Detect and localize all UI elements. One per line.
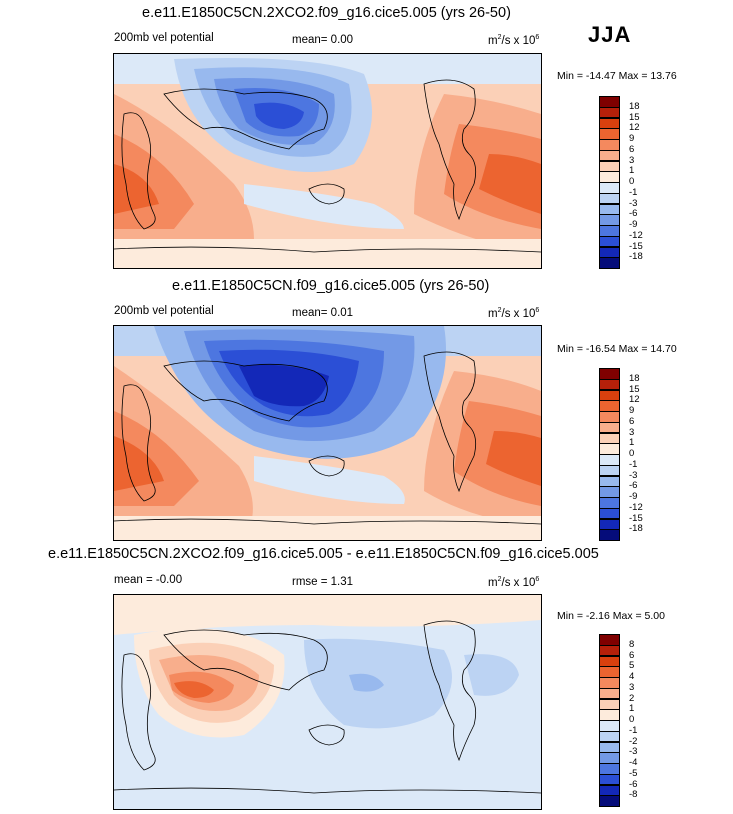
colorbar-level-label: -18	[629, 251, 643, 263]
colorbar-level-label: -12	[629, 501, 643, 513]
colorbar-level-label: 1	[629, 703, 635, 715]
colorbar-level-label: 6	[629, 415, 635, 427]
panel1-minmax: Min = -14.47 Max = 13.76	[557, 70, 677, 82]
colorbar-level-label: -5	[629, 767, 638, 779]
colorbar-level-label: 6	[629, 143, 635, 155]
panel1-title: e.e11.E1850C5CN.2XCO2.f09_g16.cice5.005 …	[142, 5, 511, 21]
colorbar-level-label: -15	[629, 512, 643, 524]
panel3-rmse: rmse = 1.31	[292, 576, 354, 588]
colorbar-level-label: 2	[629, 692, 635, 704]
colorbar-level-label: 3	[629, 154, 635, 166]
panel3-minmax: Min = -2.16 Max = 5.00	[557, 610, 665, 622]
colorbar-level-label: 0	[629, 448, 635, 459]
colorbar-level-label: 12	[629, 394, 640, 406]
panel1-mean: mean= 0.00	[292, 34, 354, 46]
colorbar-level-label: 18	[629, 372, 640, 384]
colorbar-level-label: -6	[629, 778, 638, 790]
colorbar-level-label: 1	[629, 165, 635, 177]
panel1-contour-field	[114, 54, 541, 268]
colorbar-level-label: 1	[629, 437, 635, 449]
colorbar-level-label: -8	[629, 789, 638, 801]
colorbar-level-label: 12	[629, 122, 640, 134]
panel2-title: e.e11.E1850C5CN.f09_g16.cice5.005 (yrs 2…	[172, 278, 490, 294]
colorbar-level-label: 3	[629, 681, 635, 693]
colorbar-level-label: -2	[629, 735, 638, 747]
colorbar-level-label: -12	[629, 229, 643, 241]
panel3-colorbar: 8 6 5 4 3 2 1 0 -1 -2 -3 -4 -5 -6 -8	[599, 634, 659, 807]
panel2-map	[113, 325, 542, 541]
colorbar-level-label: -1	[629, 186, 638, 198]
colorbar-level-label: -18	[629, 523, 643, 535]
panel1-variable-label: 200mb vel potential	[114, 32, 214, 44]
colorbar-level-label: 4	[629, 671, 635, 682]
panel2-colorbar: 18 15 12 9 6 3 1 0 -1 -3 -6 -9 -12 -15 -18	[599, 368, 659, 541]
colorbar-level-label: -6	[629, 208, 638, 220]
colorbar-level-label: 0	[629, 714, 635, 725]
colorbar-level-label: -3	[629, 197, 638, 209]
colorbar-level-label: -9	[629, 491, 638, 502]
panel3-title: e.e11.E1850C5CN.2XCO2.f09_g16.cice5.005 …	[48, 546, 599, 562]
colorbar-level-label: 9	[629, 133, 635, 144]
colorbar-level-label: 9	[629, 405, 635, 416]
colorbar-swatch	[599, 795, 620, 807]
colorbar-level-label: 0	[629, 176, 635, 187]
colorbar-level-label: 18	[629, 100, 640, 112]
colorbar-level-label: 8	[629, 638, 635, 650]
panel2-contour-field	[114, 326, 541, 540]
panel3-coastlines	[114, 620, 541, 794]
colorbar-level-label: -3	[629, 469, 638, 481]
colorbar-level-label: 5	[629, 660, 635, 672]
panel2-coastlines	[114, 351, 541, 525]
colorbar-swatch	[599, 257, 620, 269]
panel3-units: m2/s x 106	[488, 576, 540, 589]
colorbar-level-label: 3	[629, 426, 635, 438]
panel1-coastlines	[114, 79, 541, 253]
panel2-minmax: Min = -16.54 Max = 14.70	[557, 343, 677, 355]
panel3-mean: mean = -0.00	[114, 574, 183, 586]
panel1-colorbar: 18 15 12 9 6 3 1 0 -1 -3 -6 -9 -12 -15 -18	[599, 96, 659, 269]
panel3-contour-field	[114, 595, 541, 809]
panel2-mean: mean= 0.01	[292, 307, 354, 319]
colorbar-level-label: 15	[629, 111, 640, 123]
colorbar-level-label: -3	[629, 746, 638, 758]
panel2-variable-label: 200mb vel potential	[114, 305, 214, 317]
colorbar-level-label: 6	[629, 649, 635, 661]
colorbar-level-label: -1	[629, 724, 638, 736]
colorbar-level-label: -4	[629, 757, 638, 768]
colorbar-level-label: -15	[629, 240, 643, 252]
colorbar-level-label: -9	[629, 219, 638, 230]
panel3-map	[113, 594, 542, 810]
colorbar-level-label: -1	[629, 458, 638, 470]
panel1-units: m2/s x 106	[488, 34, 540, 47]
colorbar-swatch	[599, 529, 620, 541]
season-label: JJA	[588, 22, 632, 47]
panel2-units: m2/s x 106	[488, 307, 540, 320]
colorbar-level-label: 15	[629, 383, 640, 395]
panel1-map	[113, 53, 542, 269]
colorbar-level-label: -6	[629, 480, 638, 492]
